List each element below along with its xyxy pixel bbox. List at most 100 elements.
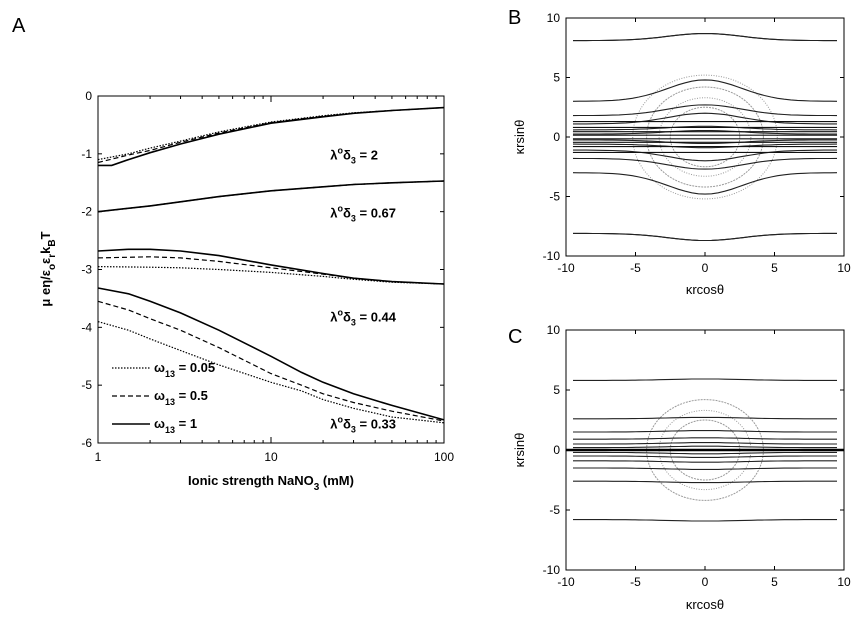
x-tick-label: -5 xyxy=(630,261,641,275)
legend-value: = 0.5 xyxy=(175,388,208,403)
legend-label-3: ω13 = 1 xyxy=(154,416,197,435)
panel-a-ylabel-m2: k xyxy=(38,246,53,254)
annotation-lambda: λ xyxy=(330,148,338,163)
x-tick-label: 0 xyxy=(702,261,709,275)
annotation-sup: o xyxy=(337,415,343,425)
legend-omega: ω xyxy=(154,360,165,375)
annotation-delta: δ xyxy=(343,417,351,432)
panel-a-letter: A xyxy=(12,15,26,37)
streamline-lower-1 xyxy=(573,232,837,242)
ring-2 xyxy=(658,97,752,177)
panel-a-ylabel-m1: ε xyxy=(38,258,53,264)
annotation-value: = 2 xyxy=(356,148,378,163)
x-tick-label: 1 xyxy=(95,450,102,464)
annotation-sub: 3 xyxy=(351,213,356,223)
panel-c-content xyxy=(566,378,844,522)
panel-c-chart: -10 -5 0 5 10 -10 -5 0 5 10 κrcosθ κrsinθ xyxy=(512,323,851,612)
streamline-lower-3 xyxy=(572,172,838,195)
streamline-lower-5 xyxy=(573,455,837,458)
streamline-upper-1 xyxy=(573,32,837,42)
y-tick-label: -5 xyxy=(81,378,92,392)
annotation-sub: 3 xyxy=(351,318,356,328)
annotation-lambda: λ xyxy=(330,417,338,432)
x-tick-label: -10 xyxy=(557,261,575,275)
streamline-lower-3 xyxy=(573,467,837,470)
streamline-upper-1 xyxy=(573,378,837,381)
legend-label-2: ω13 = 0.5 xyxy=(154,388,208,407)
panel-b-ylabel: κrsinθ xyxy=(512,120,527,155)
y-tick-label: 5 xyxy=(553,71,560,85)
group-annotation: λoδ3 = 0.44 xyxy=(330,308,397,328)
series-line-group2-omega-1 xyxy=(97,180,445,213)
panel-c-ticks: -10 -5 0 5 10 -10 -5 0 5 10 xyxy=(543,323,851,589)
panel-a-xlabel-tail: (mM) xyxy=(319,473,354,488)
panel-a-ylabel-pre: μ eη/ε xyxy=(38,270,53,307)
streamline-upper-7 xyxy=(573,129,837,135)
annotation-value: = 0.33 xyxy=(356,417,396,432)
panel-a-ylabel-s2: r xyxy=(47,254,58,258)
streamline-lower-6 xyxy=(573,451,837,455)
series-line-group1-omega-1 xyxy=(98,106,445,167)
y-tick-label: -10 xyxy=(543,563,561,577)
streamline-lower-6 xyxy=(572,143,838,149)
annotation-sup: o xyxy=(337,308,343,318)
y-tick-label: 10 xyxy=(547,11,561,25)
panel-a-lines xyxy=(97,106,445,424)
x-tick-label: 10 xyxy=(837,575,851,589)
legend-omega: ω xyxy=(154,388,165,403)
group-annotation: λoδ3 = 0.33 xyxy=(330,415,396,435)
annotation-sup: o xyxy=(337,146,343,156)
streamline-upper-5 xyxy=(573,442,837,445)
series-line-group4-omega-0_5 xyxy=(97,300,445,422)
panel-a-xlabel: Ionic strength NaNO3 (mM) xyxy=(188,473,354,493)
panel-a-ylabel-s1: o xyxy=(47,264,58,270)
streamline-upper-3 xyxy=(573,430,837,433)
annotation-value: = 0.44 xyxy=(356,310,397,325)
x-tick-label: 5 xyxy=(771,575,778,589)
legend-sub: 13 xyxy=(165,425,175,435)
panel-a-xlabel-main: Ionic strength NaNO xyxy=(188,473,314,488)
x-tick-label: -10 xyxy=(557,575,575,589)
streamline-upper-2 xyxy=(573,32,837,42)
panel-a-xlabel-sub: 3 xyxy=(314,482,320,493)
group-annotation: λoδ3 = 2 xyxy=(330,146,378,166)
series-line-group3-omega-0_5 xyxy=(97,256,445,285)
series-line-group1-omega-0_05 xyxy=(97,107,445,161)
streamline-lower-2 xyxy=(573,232,837,242)
y-tick-label: -5 xyxy=(549,503,560,517)
x-tick-label: 5 xyxy=(771,261,778,275)
panel-b-frame xyxy=(565,17,845,257)
x-tick-label: 10 xyxy=(264,450,278,464)
panel-a-frame xyxy=(97,95,445,444)
annotation-delta: δ xyxy=(343,205,351,220)
x-tick-label: 0 xyxy=(702,575,709,589)
annotation-sup: o xyxy=(337,203,343,213)
annotation-delta: δ xyxy=(343,148,351,163)
panel-c-letter: C xyxy=(508,326,522,348)
annotation-lambda: λ xyxy=(330,310,338,325)
y-tick-label: 5 xyxy=(553,383,560,397)
streamline-upper-6 xyxy=(572,125,838,131)
annotation-value: = 0.67 xyxy=(356,205,396,220)
panel-a-ylabel-post: T xyxy=(38,231,53,239)
streamline-lower-2 xyxy=(573,480,837,484)
streamline-upper-4 xyxy=(572,104,838,117)
y-tick-label: -6 xyxy=(81,436,92,450)
series-line-group4-omega-1 xyxy=(97,287,445,421)
streamline-lower-4 xyxy=(572,157,838,170)
panel-c-xlabel: κrcosθ xyxy=(686,597,724,612)
y-tick-label: -3 xyxy=(81,263,92,277)
streamline-lower-1 xyxy=(573,519,837,522)
y-tick-label: -4 xyxy=(81,320,92,334)
series-line-group3-omega-1 xyxy=(97,248,445,285)
annotation-lambda: λ xyxy=(330,205,338,220)
streamline-upper-3 xyxy=(572,79,838,102)
ring-1 xyxy=(669,106,741,168)
y-tick-label: 0 xyxy=(85,89,92,103)
y-tick-label: -1 xyxy=(81,147,92,161)
y-tick-label: -2 xyxy=(81,205,92,219)
